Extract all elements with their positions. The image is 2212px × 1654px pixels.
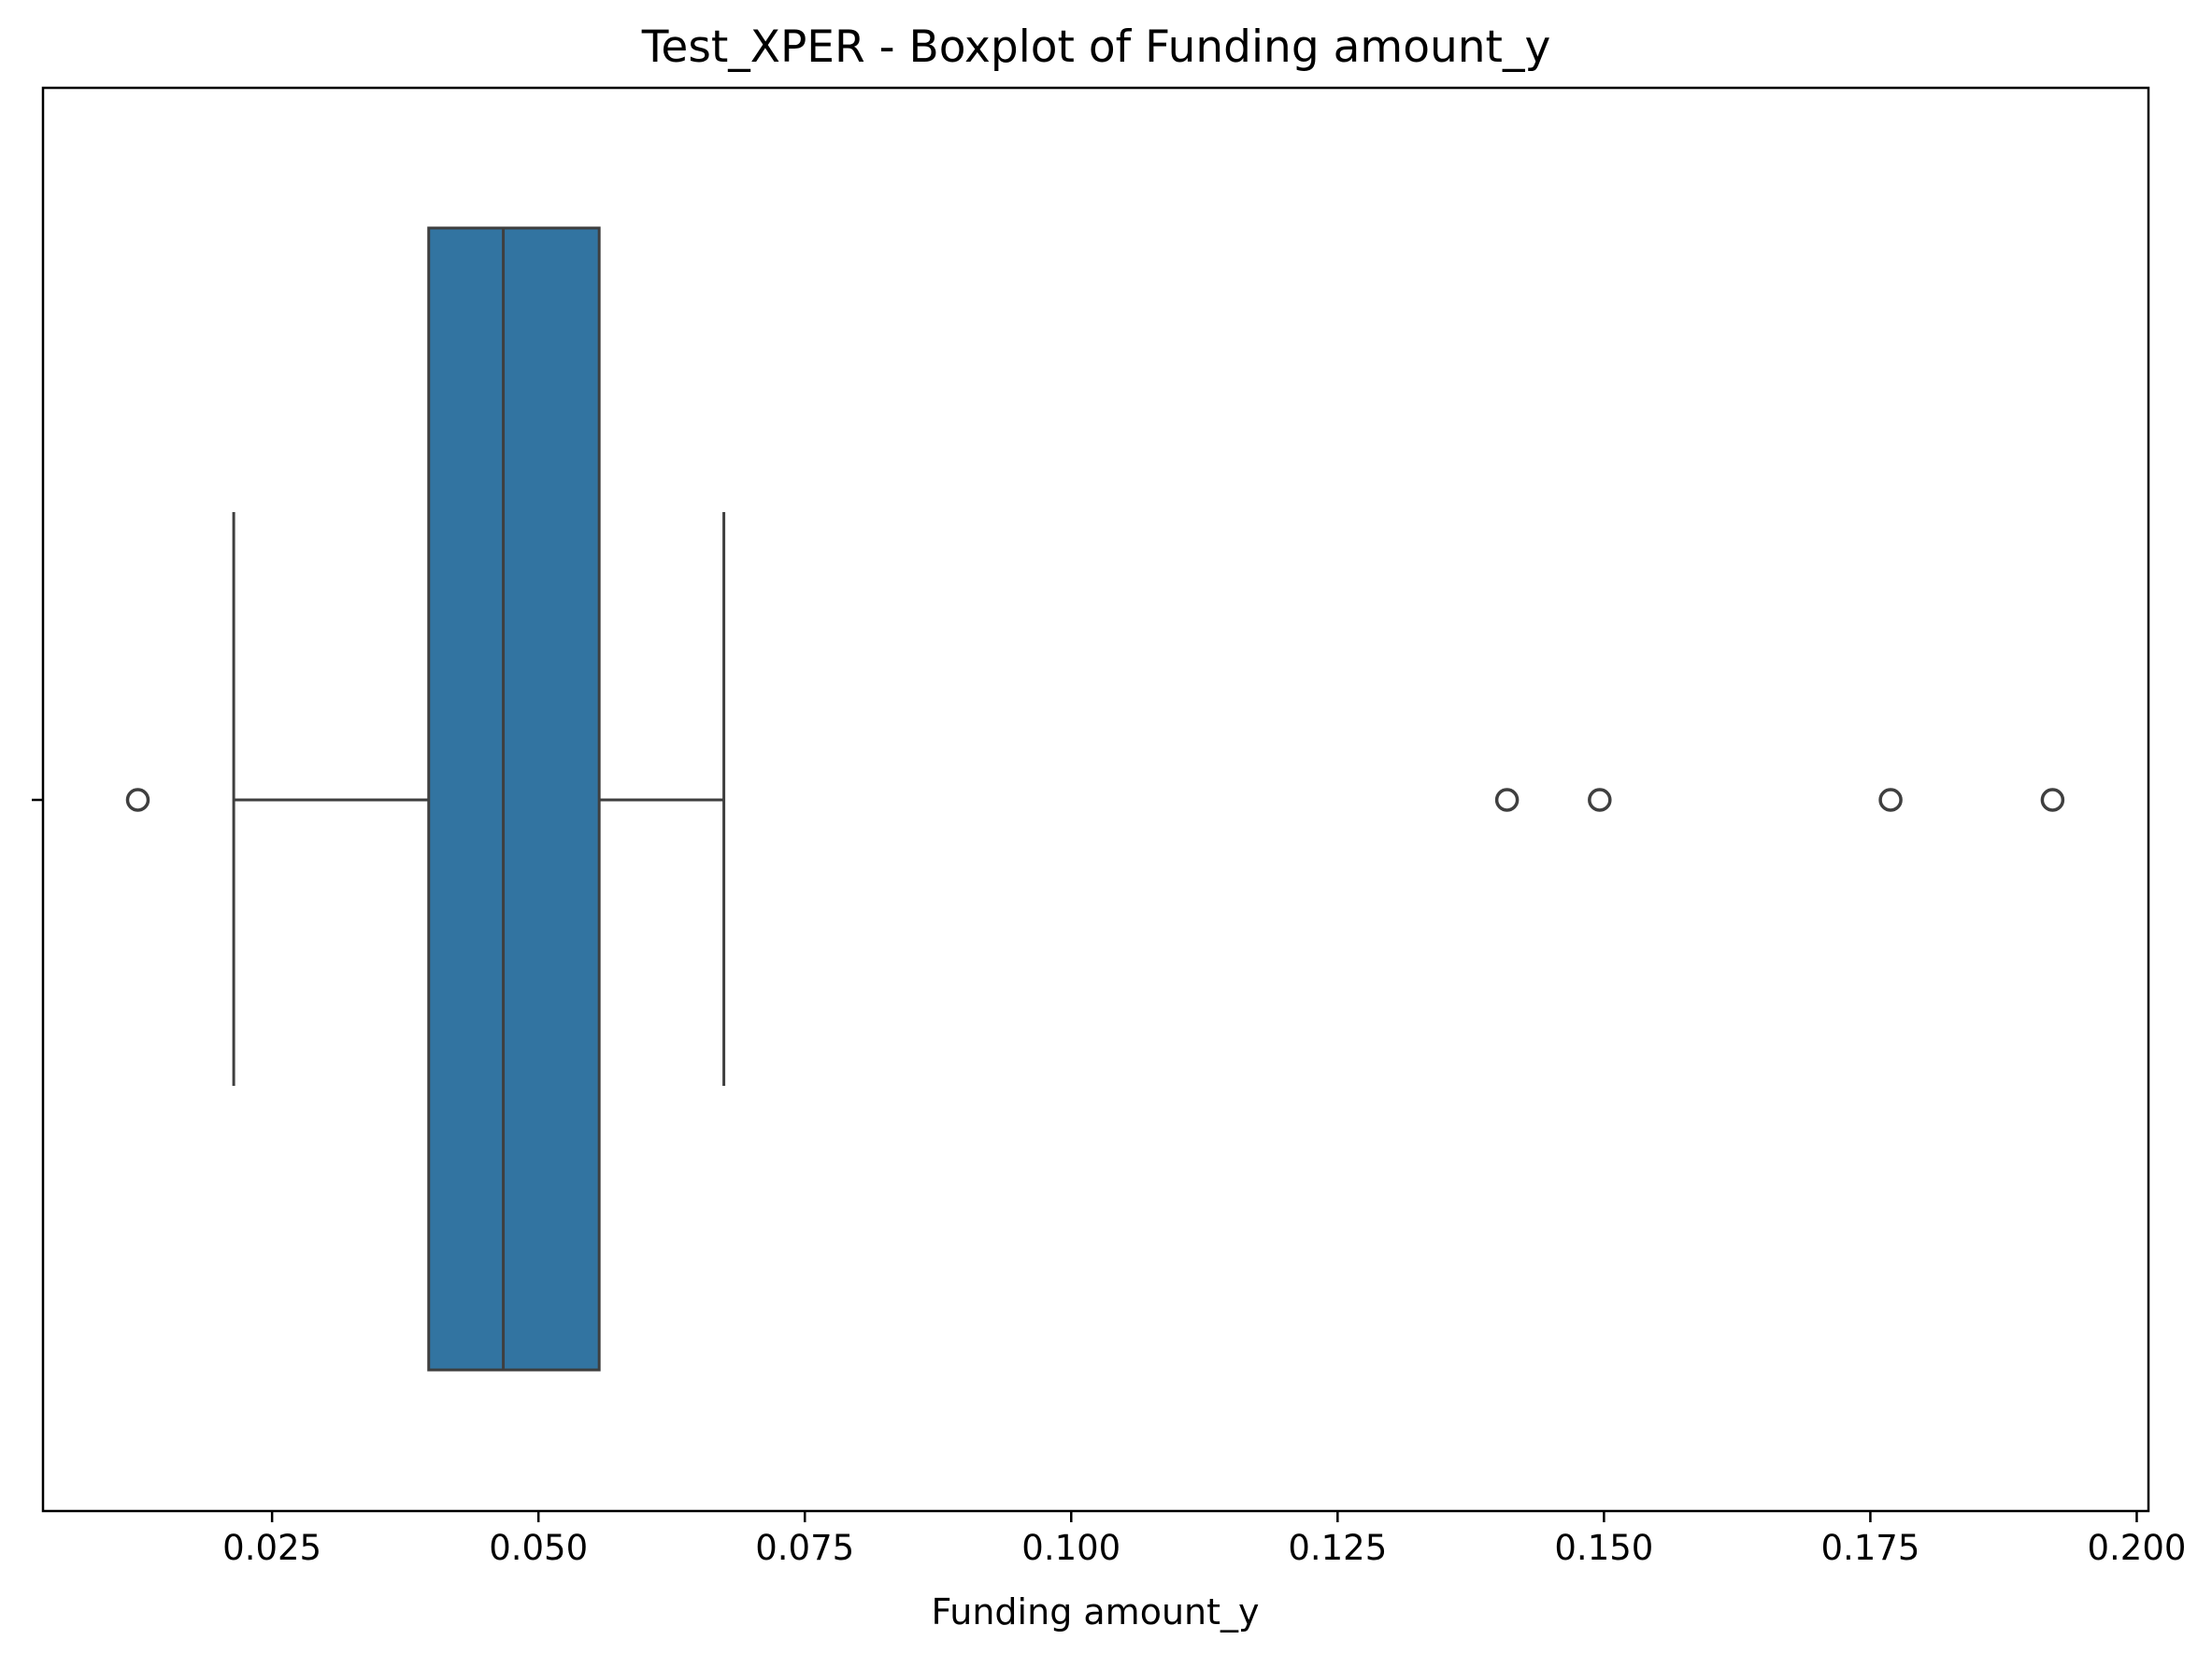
outlier-point — [2040, 788, 2065, 812]
x-tick-label: 0.175 — [1820, 1528, 1919, 1568]
x-tick-label: 0.125 — [1288, 1528, 1387, 1568]
plot-area — [125, 226, 2065, 1372]
outlier-point — [1878, 788, 1903, 812]
x-axis: 0.025 0.050 0.075 0.100 0.125 0.150 0.175 0.200 — [222, 1511, 2186, 1568]
outlier-point — [125, 788, 150, 812]
x-tick-label: 0.025 — [222, 1528, 321, 1568]
iqr-box — [427, 226, 601, 1372]
x-tick-label: 0.100 — [1021, 1528, 1120, 1568]
outlier-point — [1588, 788, 1612, 812]
x-tick-label: 0.050 — [489, 1528, 588, 1568]
x-tick-label: 0.075 — [755, 1528, 854, 1568]
x-tick-label: 0.150 — [1554, 1528, 1653, 1568]
x-tick-label: 0.200 — [2087, 1528, 2186, 1568]
outlier-point — [1494, 788, 1520, 812]
chart-title: Test_XPER - Boxplot of Funding amount_y — [641, 21, 1551, 73]
x-axis-label: Funding amount_y — [931, 1591, 1259, 1633]
